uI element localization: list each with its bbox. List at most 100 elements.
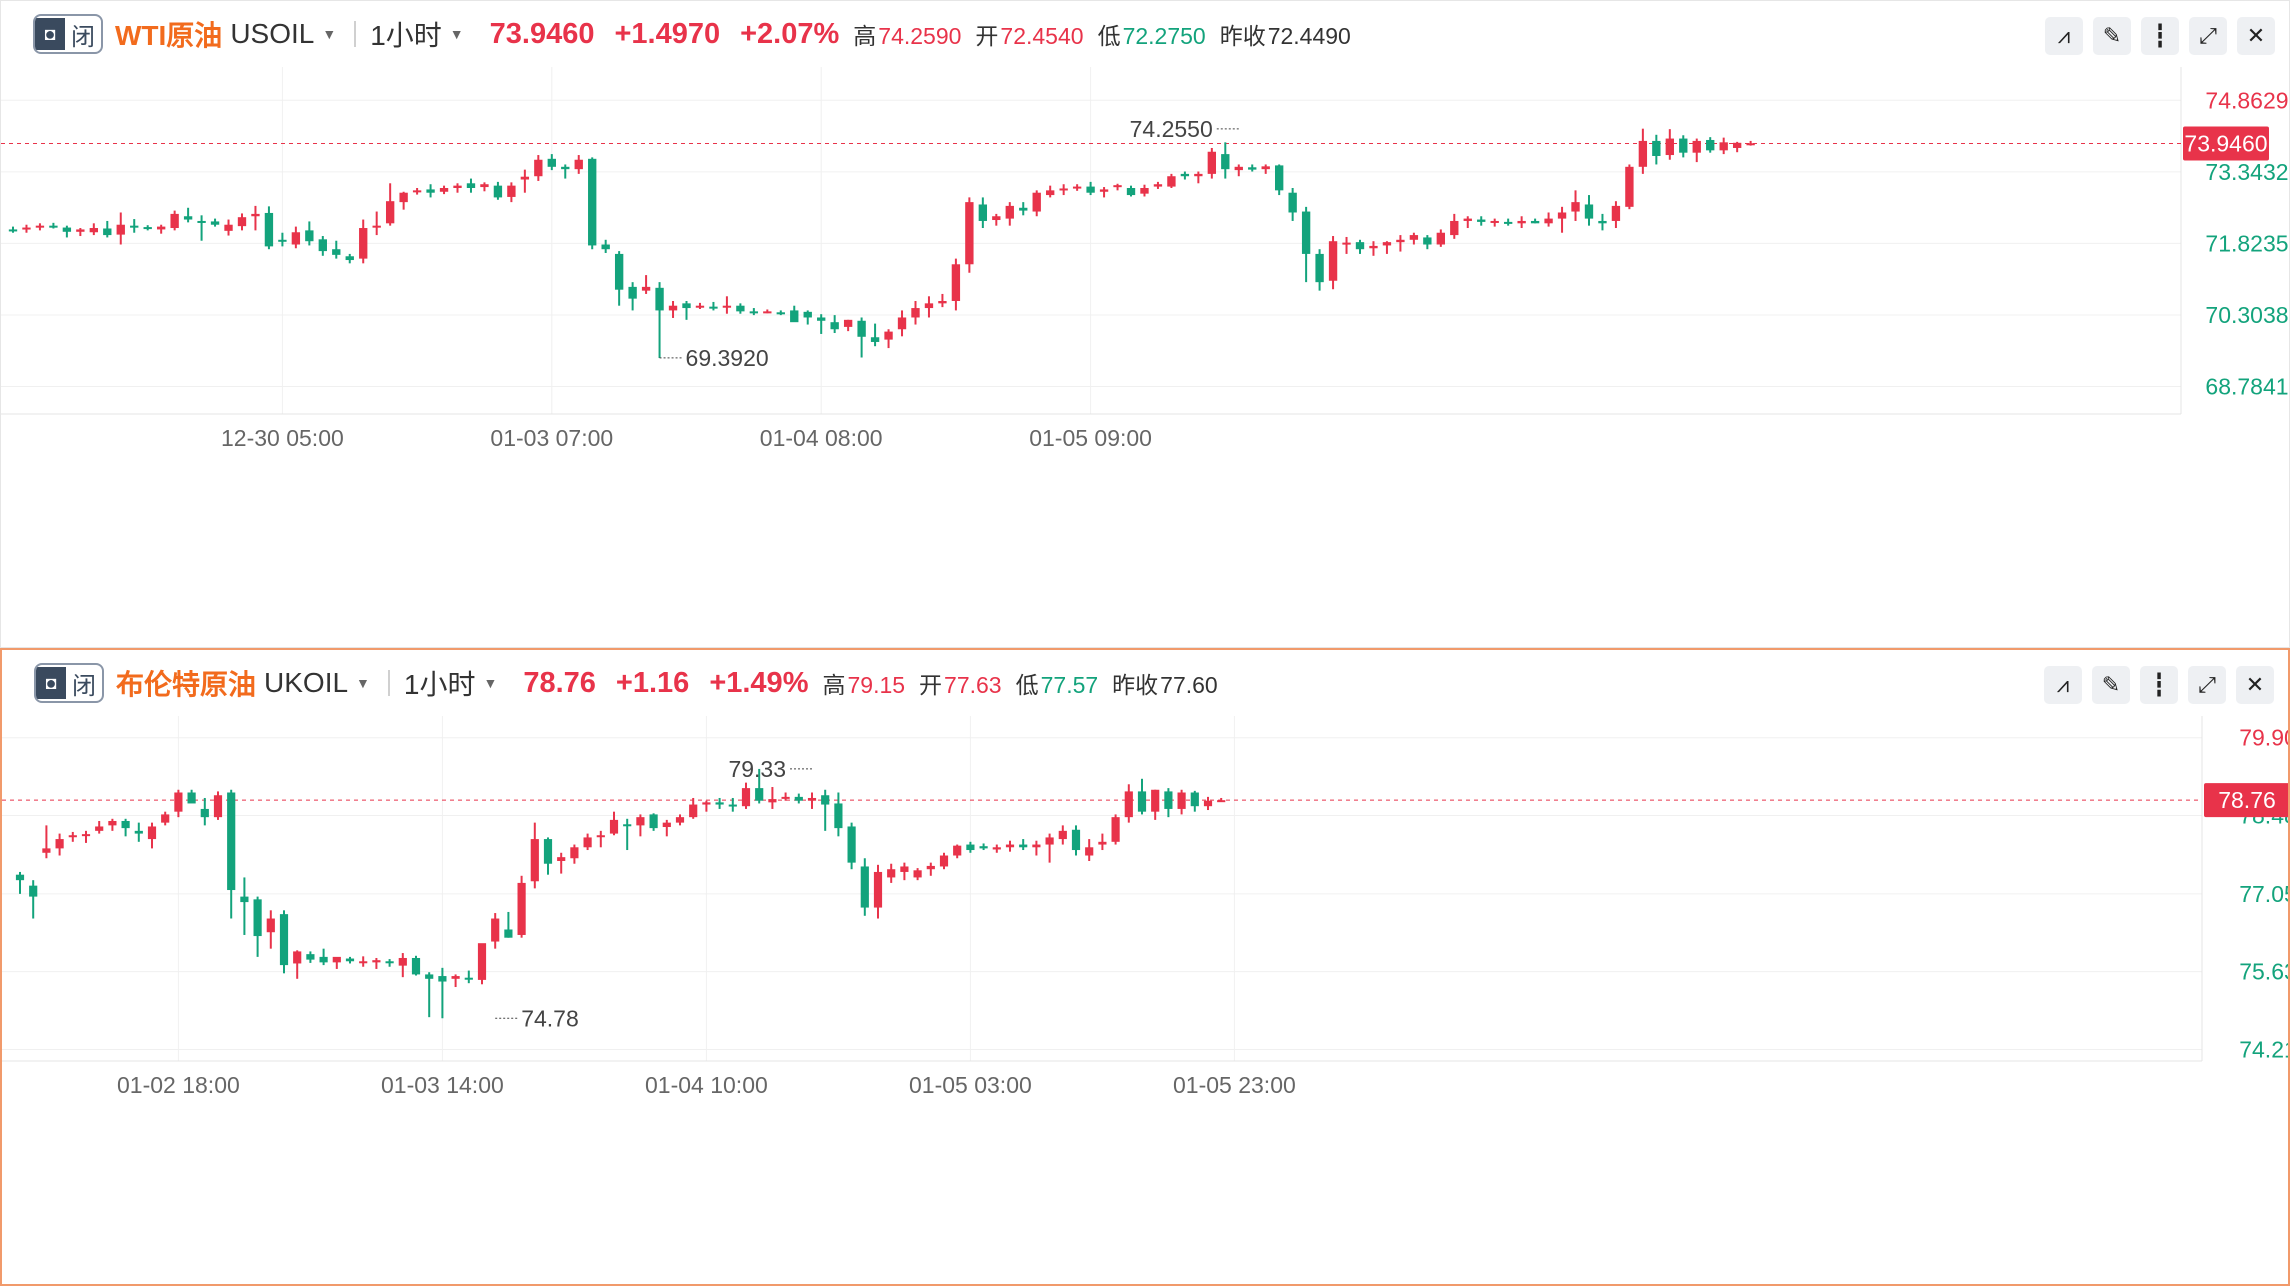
y-tick-label: 79.90 bbox=[2239, 725, 2288, 751]
candle bbox=[319, 948, 328, 966]
candle-body bbox=[35, 225, 45, 228]
candle-body bbox=[1248, 167, 1257, 170]
wti-candlestick-chart[interactable]: 74.2550 69.3920 74.8629 73.3432 71.8235 70.30… bbox=[1, 67, 2289, 647]
candle bbox=[614, 251, 624, 306]
candle bbox=[1477, 216, 1486, 226]
candle bbox=[992, 844, 1001, 853]
candle bbox=[49, 222, 58, 229]
prev-close-stat: 昨收77.60 bbox=[1112, 666, 1218, 700]
candle-body bbox=[583, 837, 592, 848]
candle bbox=[675, 814, 685, 826]
candle bbox=[1328, 236, 1338, 290]
extreme-price-label: 74.78 bbox=[521, 1005, 579, 1031]
interval-selector[interactable]: 1小时 bbox=[403, 669, 476, 700]
candle-body bbox=[266, 918, 275, 933]
open-value: 72.4540 bbox=[1000, 23, 1084, 49]
candle bbox=[781, 792, 790, 801]
candle bbox=[1153, 181, 1163, 189]
candle bbox=[491, 913, 500, 949]
expand-icon[interactable]: ⤢ bbox=[2188, 666, 2226, 704]
candle-body bbox=[749, 311, 759, 314]
candle-body bbox=[1153, 184, 1163, 187]
candle-body bbox=[1436, 232, 1445, 245]
interval-dropdown-caret-icon[interactable]: ▼ bbox=[483, 675, 498, 691]
close-icon[interactable]: ✕ bbox=[2237, 17, 2275, 55]
candle-body bbox=[1584, 204, 1594, 219]
candle-body bbox=[668, 305, 678, 311]
last-price: 73.9460 bbox=[489, 17, 595, 50]
candle bbox=[332, 240, 341, 259]
candlestick-icon[interactable]: ┇ bbox=[2140, 666, 2178, 704]
candle bbox=[1544, 212, 1553, 227]
candle-body bbox=[675, 817, 685, 823]
candle bbox=[557, 852, 566, 874]
candle-body bbox=[42, 848, 51, 853]
close-icon[interactable]: ✕ bbox=[2236, 666, 2274, 704]
candle-body bbox=[768, 799, 777, 803]
candle-body bbox=[588, 158, 597, 246]
pencil-icon[interactable]: ✎ bbox=[2093, 17, 2131, 55]
candle bbox=[517, 875, 526, 938]
candle-body bbox=[857, 320, 866, 337]
candle bbox=[1071, 825, 1081, 856]
candle-body bbox=[966, 844, 975, 851]
candle bbox=[1059, 184, 1068, 196]
symbol-dropdown-caret-icon[interactable]: ▼ bbox=[322, 26, 337, 42]
candle-body bbox=[161, 814, 170, 823]
high-label: 高 bbox=[853, 23, 877, 49]
candle bbox=[1194, 171, 1203, 184]
candle bbox=[1140, 184, 1149, 197]
candle bbox=[22, 224, 31, 233]
candle bbox=[1098, 833, 1107, 851]
y-tick-label: 73.3432 bbox=[2205, 159, 2288, 185]
header-divider bbox=[387, 670, 390, 696]
candle bbox=[372, 211, 381, 236]
candle-body bbox=[1679, 138, 1688, 153]
interval-dropdown-caret-icon[interactable]: ▼ bbox=[449, 26, 464, 42]
line-chart-icon[interactable]: ⩘ bbox=[2045, 17, 2083, 55]
prev-close-stat: 昨收72.4490 bbox=[1220, 17, 1351, 51]
candle bbox=[398, 953, 407, 978]
brent-candlestick-chart[interactable]: 79.3374.7879.9078.4877.0575.6374.2178.76… bbox=[2, 716, 2288, 1286]
candle-body bbox=[103, 228, 112, 236]
candle bbox=[588, 157, 597, 250]
x-tick-label: 01-05 03:00 bbox=[909, 1072, 1032, 1098]
candle-body bbox=[530, 839, 539, 882]
candle bbox=[332, 956, 341, 969]
symbol-code[interactable]: USOIL bbox=[230, 18, 315, 49]
candle-body bbox=[1124, 791, 1133, 818]
candle bbox=[493, 181, 503, 200]
expand-icon[interactable]: ⤢ bbox=[2189, 17, 2227, 55]
candle-body bbox=[978, 204, 988, 221]
symbol-name[interactable]: WTI原油 bbox=[115, 20, 223, 51]
candle-body bbox=[1221, 154, 1230, 170]
candle bbox=[1019, 839, 1028, 851]
candle-body bbox=[682, 303, 691, 309]
candle bbox=[134, 822, 143, 842]
candle bbox=[385, 959, 394, 967]
candle-body bbox=[116, 224, 125, 235]
line-chart-icon[interactable]: ⩘ bbox=[2044, 666, 2082, 704]
x-tick-label: 01-04 10:00 bbox=[645, 1072, 768, 1098]
x-tick-label: 01-03 14:00 bbox=[381, 1072, 504, 1098]
candle bbox=[213, 791, 223, 820]
symbol-name[interactable]: 布伦特原油 bbox=[116, 669, 257, 700]
symbol-dropdown-caret-icon[interactable]: ▼ bbox=[356, 675, 370, 691]
candle bbox=[251, 205, 260, 231]
candle bbox=[42, 825, 51, 859]
high-value: 79.15 bbox=[847, 672, 906, 698]
candle bbox=[979, 843, 988, 851]
candle bbox=[1164, 788, 1173, 818]
candle bbox=[953, 844, 962, 859]
candle bbox=[1315, 249, 1324, 291]
candlestick-icon[interactable]: ┇ bbox=[2141, 17, 2179, 55]
candle bbox=[1275, 164, 1284, 196]
symbol-code[interactable]: UKOIL bbox=[264, 667, 349, 698]
interval-selector[interactable]: 1小时 bbox=[370, 20, 442, 51]
price-change-percent: +1.49% bbox=[709, 666, 809, 699]
pencil-icon[interactable]: ✎ bbox=[2092, 666, 2130, 704]
candle bbox=[1652, 134, 1661, 165]
candle-body bbox=[174, 792, 183, 812]
candle bbox=[911, 301, 920, 325]
candle bbox=[763, 309, 772, 314]
